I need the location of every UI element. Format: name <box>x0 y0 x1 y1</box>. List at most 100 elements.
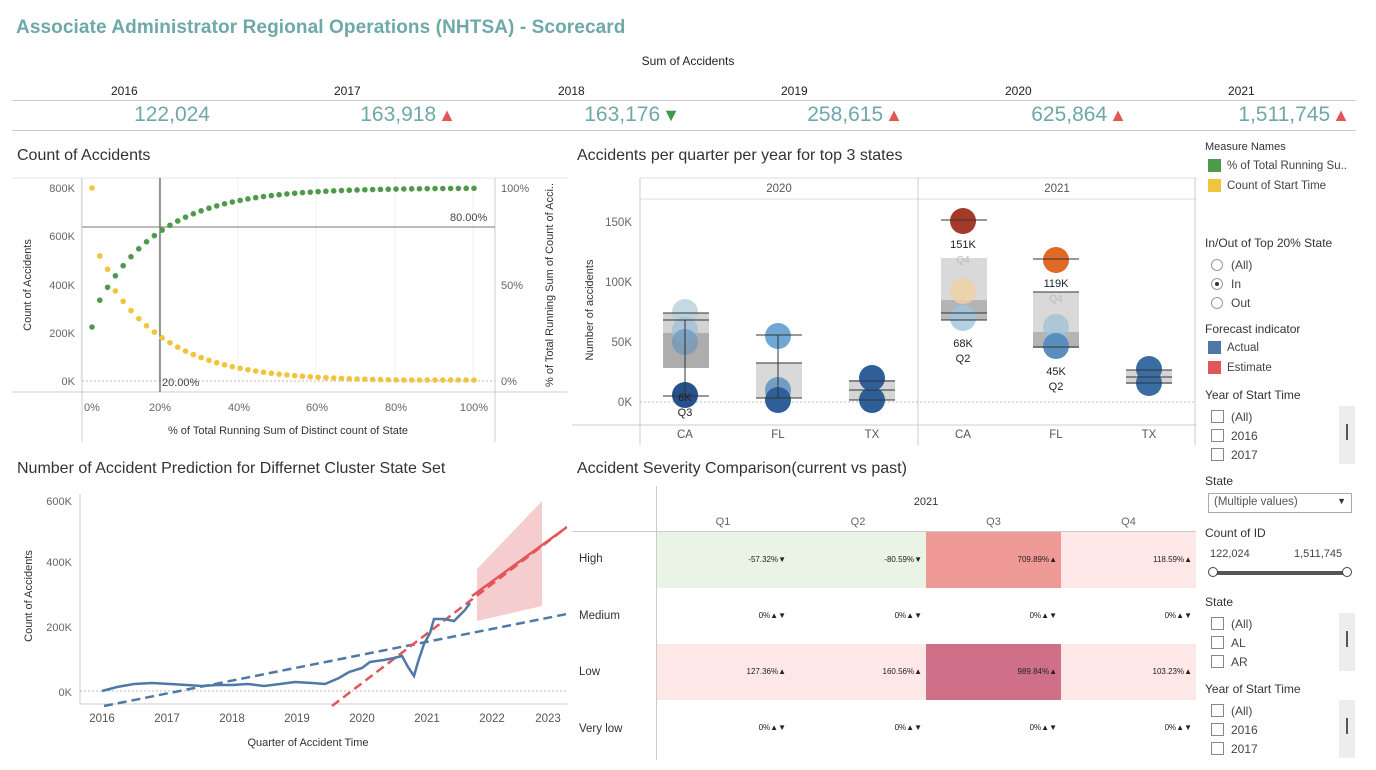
checkbox-item[interactable]: 2016 <box>1211 720 1258 739</box>
kpi-value-card[interactable]: 1,511,745 ▲ <box>1150 103 1350 127</box>
table-cell[interactable]: 118.59%▲ <box>1061 532 1196 588</box>
checkbox-item[interactable]: 2017 <box>1211 445 1258 464</box>
green-point <box>159 227 165 233</box>
checkbox-item[interactable]: (All) <box>1211 407 1252 426</box>
yellow-point <box>323 374 329 381</box>
radio-icon <box>1211 296 1223 309</box>
range-slider-handle-min[interactable] <box>1208 567 1218 577</box>
yellow-point <box>307 373 314 380</box>
range-slider-track[interactable] <box>1212 571 1348 575</box>
row-label: High <box>579 553 603 565</box>
boxplot-fl-2021: 119K Q4 45K Q2 <box>1033 247 1079 393</box>
range-slider-handle-max[interactable] <box>1342 567 1352 577</box>
quarter-boxplot-chart[interactable]: 2020 2021 150K 100K 50K 0K Number of acc… <box>572 170 1197 450</box>
checkbox-icon <box>1211 429 1224 442</box>
dashboard-title: Associate Administrator Regional Operati… <box>16 17 626 38</box>
y-axis-label: Count of Accidents <box>22 239 34 331</box>
forecast-line <box>471 525 567 598</box>
filter-title-state-list: State <box>1205 595 1234 609</box>
table-cell[interactable]: 160.56%▲ <box>790 644 926 700</box>
point-label: 6K <box>678 392 692 404</box>
yellow-point <box>268 370 275 377</box>
yellow-point <box>471 377 477 383</box>
table-cell[interactable]: 127.36%▲ <box>657 644 790 700</box>
kpi-year: 2021 <box>1228 84 1255 98</box>
kpi-year: 2017 <box>334 84 361 98</box>
dropdown-value: (Multiple values) <box>1214 496 1298 508</box>
table-cell[interactable]: 0%▲▼ <box>1164 611 1192 620</box>
green-point <box>206 205 212 212</box>
legend-label: % of Total Running Su.. <box>1227 159 1347 172</box>
checkbox-item[interactable]: AR <box>1211 652 1248 671</box>
state-label: TX <box>865 429 880 441</box>
kpi-value-card[interactable]: 122,024 <box>32 103 232 127</box>
kpi-value-card[interactable]: 625,864 ▲ <box>927 103 1127 127</box>
green-point <box>151 232 158 239</box>
radio-in[interactable]: In <box>1211 274 1241 293</box>
table-cell[interactable]: 0%▲▼ <box>894 723 922 732</box>
kpi-value-card[interactable]: 163,176 ▼ <box>480 103 680 127</box>
kpi-value-card[interactable]: 258,615 ▲ <box>703 103 903 127</box>
quarter-header: Q1 <box>715 516 731 528</box>
table-cell[interactable]: 0%▲▼ <box>758 723 786 732</box>
checkbox-item[interactable]: 2017 <box>1211 739 1258 758</box>
green-point <box>471 185 477 192</box>
green-point <box>323 188 329 195</box>
table-cell[interactable]: 989.84%▲ <box>926 644 1061 700</box>
filter-title-year: Year of Start Time <box>1205 388 1301 402</box>
yellow-point <box>346 375 353 382</box>
y-tick: 150K <box>605 217 632 229</box>
scroll-thumb[interactable] <box>1346 631 1348 647</box>
checkbox-item[interactable]: 2016 <box>1211 426 1258 445</box>
filter-scrollbar[interactable] <box>1339 700 1355 758</box>
legend-item[interactable]: % of Total Running Su.. <box>1208 159 1347 172</box>
kpi-value: 625,864 <box>1031 103 1108 126</box>
green-point <box>245 196 251 202</box>
yellow-point <box>315 374 321 381</box>
green-point <box>455 185 462 192</box>
scroll-thumb[interactable] <box>1346 718 1348 734</box>
legend-item[interactable]: Count of Start Time <box>1208 179 1326 192</box>
radio-all[interactable]: (All) <box>1211 255 1252 274</box>
radio-icon <box>1211 258 1223 271</box>
table-cell[interactable]: -57.32%▼ <box>657 532 790 588</box>
table-cell[interactable]: -80.59%▼ <box>790 532 926 588</box>
pareto-chart[interactable]: 20.00% 80.00% 800K 600K 400K 200K 0K 100… <box>12 170 567 450</box>
checkbox-label: (All) <box>1231 703 1253 718</box>
yellow-point <box>284 372 290 378</box>
ref-x-label: 20.00% <box>162 377 200 389</box>
table-cell[interactable]: 0%▲▼ <box>1164 723 1192 732</box>
chart-title-quarter: Accidents per quarter per year for top 3… <box>577 147 903 164</box>
chart-title-count: Count of Accidents <box>17 147 151 164</box>
radio-out[interactable]: Out <box>1211 293 1250 312</box>
table-cell[interactable]: 709.89%▲ <box>926 532 1061 588</box>
yellow-point <box>455 377 462 383</box>
yellow-point <box>362 376 368 383</box>
filter-scrollbar[interactable] <box>1339 613 1355 671</box>
checkbox-item[interactable]: (All) <box>1211 614 1252 633</box>
yellow-point <box>401 377 407 383</box>
x-tick: 60% <box>306 402 328 414</box>
quarter-header: Q2 <box>850 516 866 528</box>
kpi-value-card[interactable]: 163,918 ▲ <box>256 103 456 127</box>
point-label: 151K <box>950 239 976 251</box>
checkbox-item[interactable]: (All) <box>1211 701 1252 720</box>
checkbox-item[interactable]: AL <box>1211 633 1246 652</box>
table-cell[interactable]: 103.23%▲ <box>1061 644 1196 700</box>
table-cell[interactable]: 0%▲▼ <box>1029 723 1057 732</box>
scroll-thumb[interactable] <box>1346 424 1348 440</box>
kpi-value: 122,024 <box>134 103 210 126</box>
legend-item[interactable]: Actual <box>1208 341 1259 354</box>
prediction-chart[interactable]: 600K 400K 200K 0K 2016 2017 2018 2019 20… <box>12 486 567 766</box>
table-cell[interactable]: 0%▲▼ <box>894 611 922 620</box>
table-cell[interactable]: 0%▲▼ <box>1029 611 1057 620</box>
green-point <box>284 191 290 197</box>
table-cell[interactable]: 0%▲▼ <box>758 611 786 620</box>
kpi-divider-top <box>12 100 1356 101</box>
legend-item[interactable]: Estimate <box>1208 361 1272 374</box>
checkbox-icon <box>1211 655 1224 668</box>
checkbox-label: AR <box>1231 654 1248 669</box>
state-dropdown[interactable]: (Multiple values) ▼ <box>1208 493 1352 513</box>
filter-scrollbar[interactable] <box>1339 406 1355 464</box>
green-point <box>268 192 275 199</box>
